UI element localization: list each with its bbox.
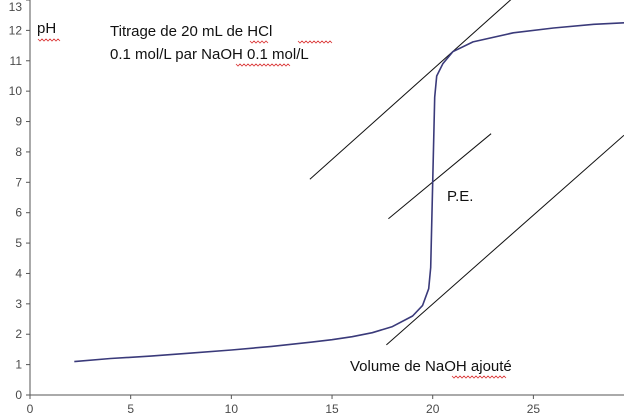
y-tick-label: 8 <box>15 145 22 159</box>
spellcheck-underline-hcl <box>297 40 333 44</box>
spellcheck-underline-naoh-title <box>235 63 291 67</box>
x-axis-label: Volume de NaOH ajouté <box>350 358 512 375</box>
tangent-line-1 <box>309 0 512 180</box>
x-tick-label: 25 <box>527 402 541 416</box>
chart-title-line-1: Titrage de 20 mL de HCl <box>110 23 272 40</box>
axes <box>29 0 624 396</box>
annotations: pH Titrage de 20 mL de HCl 0.1 mol/L par… <box>37 20 512 379</box>
y-tick-label: 13 <box>9 0 23 14</box>
x-tick-label: 0 <box>27 402 34 416</box>
y-tick-label: 2 <box>15 327 22 341</box>
y-tick-label: 12 <box>9 23 23 37</box>
x-tick-label: 5 <box>127 402 134 416</box>
y-tick-label: 4 <box>15 266 22 280</box>
spellcheck-underline-naoh-axis <box>451 375 507 379</box>
titration-curve-series <box>74 22 624 363</box>
tangent-line-3 <box>386 134 624 346</box>
y-tick-label: 11 <box>10 54 23 68</box>
y-tick-label: 6 <box>15 206 22 220</box>
x-tick-label: 10 <box>225 402 239 416</box>
y-tick-label: 1 <box>15 358 22 372</box>
curve <box>74 22 624 363</box>
y-tick-label: 9 <box>15 115 22 129</box>
spellcheck-underline-ml <box>249 40 269 44</box>
y-tick-label: 3 <box>15 297 22 311</box>
y-tick-label: 7 <box>15 175 22 189</box>
x-tick-label: 20 <box>426 402 440 416</box>
y-tick-label: 5 <box>15 236 22 250</box>
chart-title-line-2: 0.1 mol/L par NaOH 0.1 mol/L <box>110 46 309 63</box>
tangent-lines <box>309 0 624 346</box>
y-tick-label: 0 <box>15 388 22 402</box>
y-axis-label: pH <box>37 20 56 37</box>
y-tick-label: 10 <box>9 84 23 98</box>
spellcheck-underline-ph <box>37 38 61 42</box>
x-tick-label: 15 <box>325 402 339 416</box>
tangent-line-2 <box>388 133 492 220</box>
equivalence-point-label: P.E. <box>447 188 473 205</box>
